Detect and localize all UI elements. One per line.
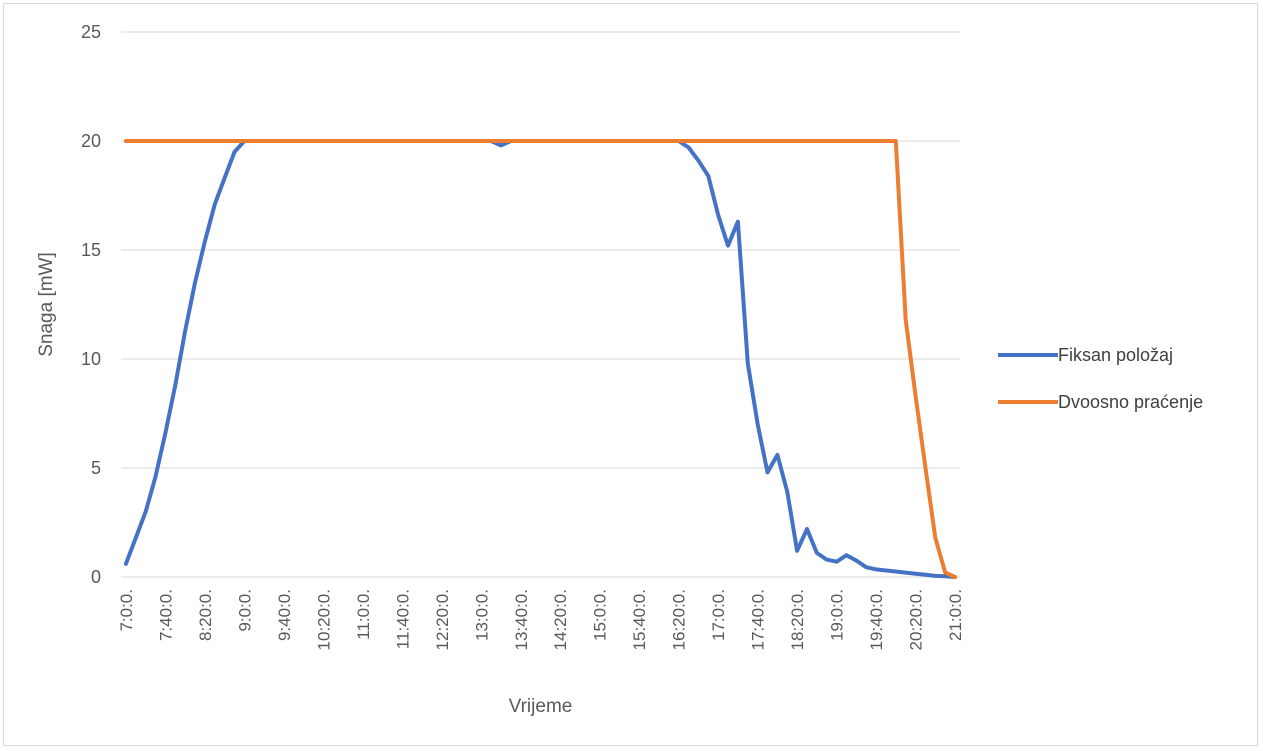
chart-frame [3, 3, 1258, 746]
x-tick-label: 16:20:0. [670, 589, 689, 650]
x-tick-label: 7:40:0. [156, 589, 175, 641]
x-tick-label: 20:20:0. [907, 589, 926, 650]
x-tick-label: 14:20:0. [551, 589, 570, 650]
x-tick-label: 9:0:0. [235, 589, 254, 632]
series-lines [123, 139, 958, 579]
x-tick-label: 8:20:0. [196, 589, 215, 641]
x-tick-label: 7:0:0. [117, 589, 136, 632]
x-tick-label: 15:0:0. [591, 589, 610, 641]
y-axis-title: Snaga [mW] [36, 252, 57, 357]
x-tick-label: 13:0:0. [472, 589, 491, 641]
x-tick-label: 11:0:0. [354, 589, 373, 640]
x-tick-label: 18:20:0. [788, 589, 807, 650]
x-tick-label: 19:40:0. [867, 589, 886, 650]
x-tick-label: 9:40:0. [275, 589, 294, 641]
x-axis-ticks: 7:0:0. 7:40:0. 8:20:0. 9:0:0. 9:40:0. 10:20:0… [117, 589, 965, 650]
x-tick-label: 19:0:0. [828, 589, 847, 641]
legend-label: Dvoosno praćenje [1058, 392, 1203, 412]
x-axis-title: Vrijeme [509, 696, 573, 717]
legend-label: Fiksan položaj [1058, 345, 1173, 365]
x-tick-label: 12:20:0. [433, 589, 452, 650]
legend: Fiksan položaj Dvoosno praćenje [998, 345, 1203, 412]
x-tick-label: 21:0:0. [946, 589, 965, 641]
y-tick-label: 25 [81, 22, 101, 42]
y-tick-label: 5 [91, 458, 101, 478]
x-tick-label: 17:40:0. [749, 589, 768, 650]
series-line-2 [123, 139, 958, 579]
x-tick-label: 11:40:0. [393, 589, 412, 649]
x-tick-label: 13:40:0. [512, 589, 531, 650]
y-tick-label: 15 [81, 240, 101, 260]
y-tick-label: 0 [91, 567, 101, 587]
y-axis-ticks: 0 5 10 15 20 25 [81, 22, 101, 587]
gridlines [121, 31, 960, 578]
x-tick-label: 17:0:0. [709, 589, 728, 641]
y-tick-label: 10 [81, 349, 101, 369]
x-tick-label: 15:40:0. [630, 589, 649, 650]
y-tick-label: 20 [81, 131, 101, 151]
x-tick-label: 10:20:0. [314, 589, 333, 650]
